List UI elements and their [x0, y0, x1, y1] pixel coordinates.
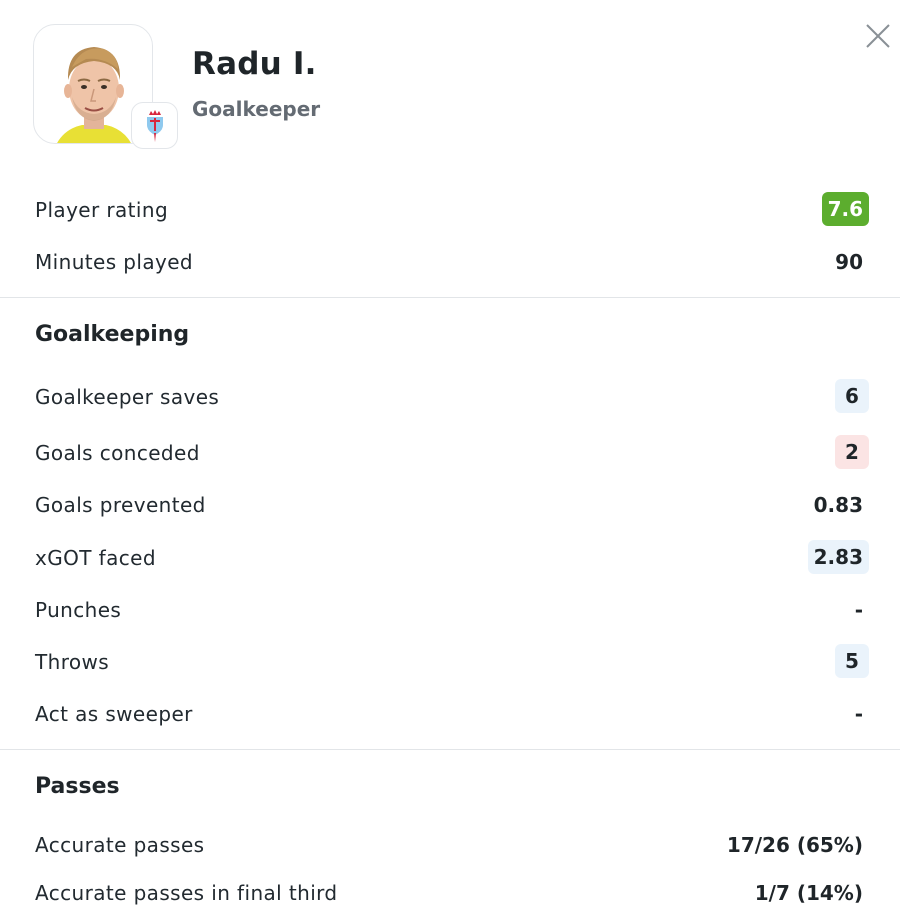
stat-row-accurate-passes: Accurate passes 17/26 (65%) [0, 825, 900, 865]
stat-value: - [854, 598, 863, 622]
close-icon [866, 24, 890, 48]
section-divider [0, 749, 900, 750]
club-crest-icon [146, 110, 163, 142]
stat-label: Throws [35, 650, 110, 674]
player-photo [33, 24, 153, 144]
stat-value: - [854, 702, 863, 726]
stat-value-highlight: 6 [835, 379, 869, 413]
stat-label: Accurate passes in final third [35, 881, 338, 905]
section-title-goalkeeping: Goalkeeping [35, 322, 190, 347]
stat-row-throws: Throws 5 [0, 642, 900, 682]
stat-row-accurate-passes-final-third: Accurate passes in final third 1/7 (14%) [0, 873, 900, 913]
stat-label: Goals conceded [35, 441, 200, 465]
player-rating-badge: 7.6 [821, 192, 869, 226]
club-badge[interactable] [131, 102, 178, 149]
stat-label: Goalkeeper saves [35, 385, 220, 409]
stat-value: 17/26 (65%) [726, 833, 863, 857]
stat-label: Goals prevented [35, 493, 206, 517]
stat-row-goals-conceded: Goals conceded 2 [0, 433, 900, 473]
stat-row-goalkeeper-saves: Goalkeeper saves 6 [0, 377, 900, 417]
stat-label: Minutes played [35, 250, 194, 274]
stat-value-highlight: 2.83 [807, 540, 869, 574]
stat-row-act-as-sweeper: Act as sweeper - [0, 694, 900, 734]
stat-value-highlight: 5 [835, 644, 869, 678]
section-title-passes: Passes [35, 774, 120, 799]
stat-row-player-rating: Player rating 7.6 [0, 190, 900, 230]
stat-value: 0.83 [813, 493, 863, 517]
stat-label: xGOT faced [35, 546, 156, 570]
stat-value: 90 [835, 250, 863, 274]
stat-label: Player rating [35, 198, 169, 222]
player-name: Radu I. [192, 46, 317, 82]
stat-value-highlight: 2 [835, 435, 869, 469]
section-divider [0, 297, 900, 298]
stat-value: 1/7 (14%) [754, 881, 863, 905]
stat-label: Punches [35, 598, 122, 622]
close-button[interactable] [864, 22, 892, 50]
player-position: Goalkeeper [192, 97, 321, 121]
stat-row-goals-prevented: Goals prevented 0.83 [0, 485, 900, 525]
stat-label: Accurate passes [35, 833, 205, 857]
stat-row-xgot-faced: xGOT faced 2.83 [0, 538, 900, 578]
stat-row-minutes-played: Minutes played 90 [0, 242, 900, 282]
stat-row-punches: Punches - [0, 590, 900, 630]
stat-label: Act as sweeper [35, 702, 193, 726]
